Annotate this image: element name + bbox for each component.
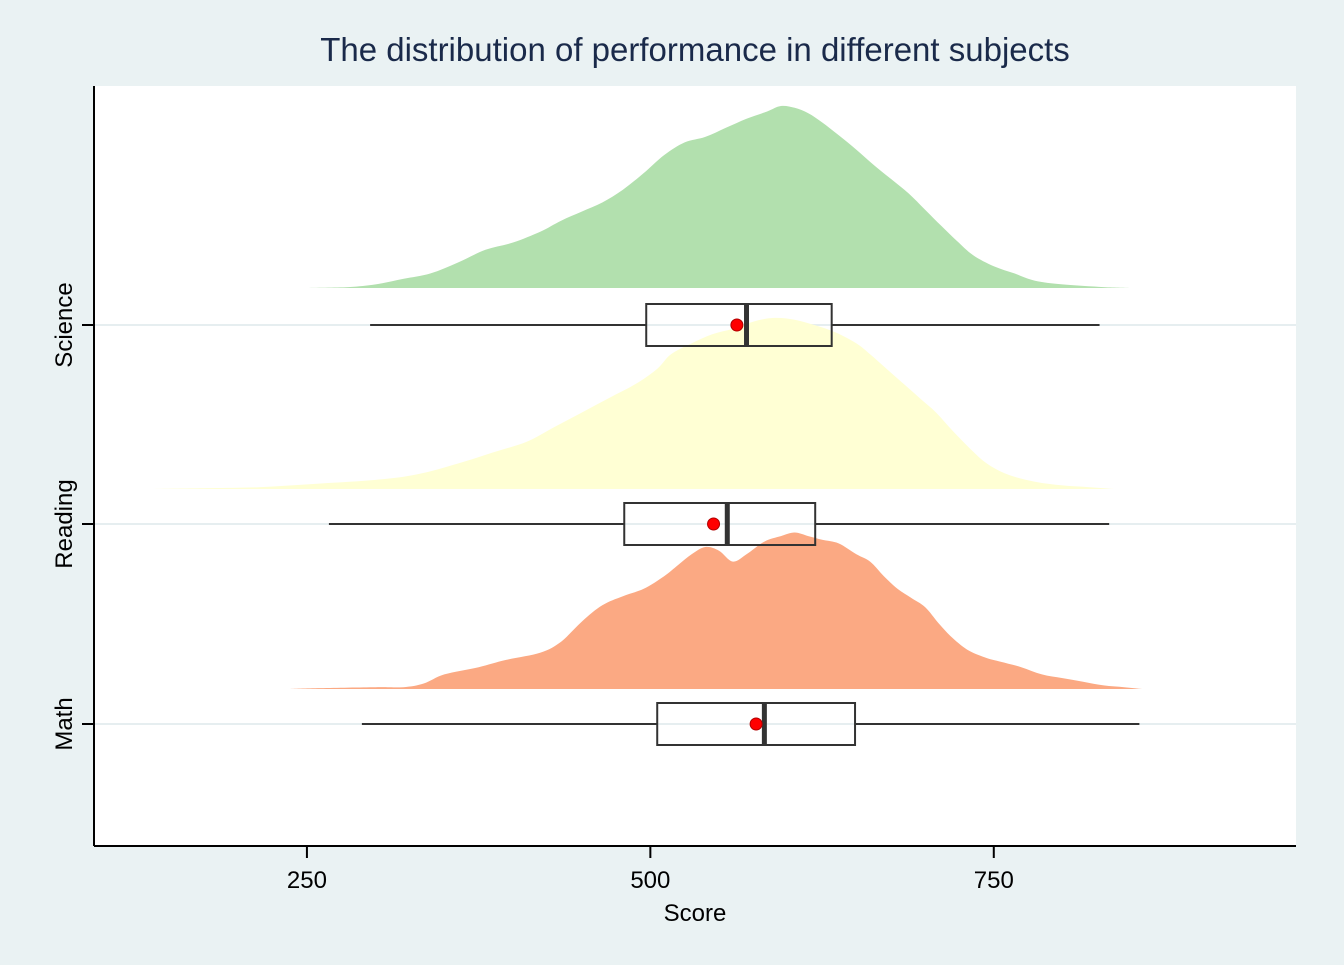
y-tick-label: Math [51, 697, 78, 750]
box-iqr [645, 303, 833, 347]
box-iqr [656, 702, 857, 746]
box-iqr [623, 502, 817, 546]
mean-point [707, 517, 721, 531]
density-layer [148, 105, 1143, 689]
x-tick-label: 750 [974, 867, 1014, 894]
chart-title: The distribution of performance in diffe… [320, 31, 1070, 68]
mean-point [730, 318, 744, 332]
boxplot-math [361, 702, 1140, 746]
x-tick-label: 500 [630, 867, 670, 894]
density-math [287, 532, 1143, 689]
boxplot-reading [328, 502, 1110, 546]
mean-point [749, 717, 763, 731]
density-reading [148, 317, 1115, 489]
boxplot-science [370, 303, 1100, 347]
x-tick-label: 250 [287, 867, 327, 894]
density-science [305, 105, 1132, 288]
x-axis-label: Score [664, 900, 727, 927]
axis-layer: Math Reading Science 250 500 750 [51, 86, 1296, 894]
boxplot-layer [328, 303, 1140, 746]
y-tick-label: Reading [51, 479, 78, 568]
y-tick-label: Science [51, 282, 78, 367]
